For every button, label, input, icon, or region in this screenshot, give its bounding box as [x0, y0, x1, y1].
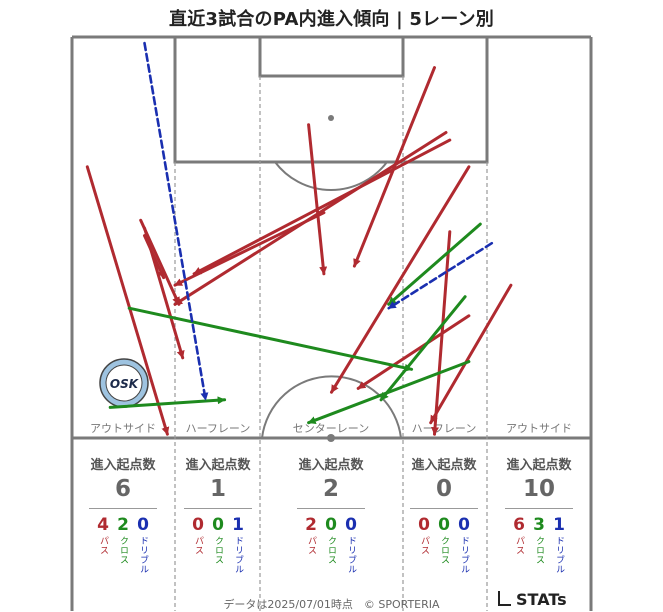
pass-arrow	[192, 138, 452, 276]
cross-label: クロス	[213, 536, 223, 565]
lane-label-right-halfspace: ハーフレーン	[412, 422, 477, 435]
cross-count: 0 クロス	[325, 515, 337, 565]
pass-label: パス	[514, 536, 524, 555]
pass-arrow	[143, 226, 185, 360]
pass-arrow	[431, 230, 452, 436]
brand-mark-icon	[498, 591, 511, 606]
lane-total: 6	[114, 476, 131, 502]
pass-arrow	[173, 131, 448, 306]
pass-count: 2 パス	[305, 515, 317, 555]
goal-area	[258, 35, 405, 78]
penalty-spot	[328, 115, 334, 121]
dribble-label: ドリブル	[138, 536, 148, 574]
cross-arrow	[379, 295, 467, 402]
cross-label: クロス	[439, 536, 449, 565]
svg-text:OSK: OSK	[110, 377, 140, 391]
pitch-lines	[70, 35, 593, 611]
dribble-arrow	[143, 41, 209, 402]
dribble-label: ドリブル	[459, 536, 469, 574]
lane-divider-rule	[505, 508, 573, 509]
lane-stat-header: 進入起点数	[411, 458, 477, 473]
pass-count: 0 パス	[192, 515, 204, 555]
pass-label: パス	[98, 536, 108, 555]
dribble-arrow	[387, 241, 494, 310]
lane-divider-rule	[410, 508, 478, 509]
cross-count: 2 クロス	[117, 515, 129, 565]
cross-arrow	[127, 306, 414, 372]
chart-title: 直近3試合のPA内進入傾向 | 5レーン別	[169, 9, 494, 30]
penalty-area	[173, 35, 489, 164]
dribble-count: 0 ドリブル	[345, 515, 357, 574]
lane-total: 10	[522, 476, 555, 502]
lane-total: 1	[209, 476, 226, 502]
cross-label: クロス	[118, 536, 128, 565]
cross-count: 3 クロス	[533, 515, 545, 565]
pass-label: パス	[306, 536, 316, 555]
cross-label: クロス	[326, 536, 336, 565]
dribble-count: 1 ドリブル	[553, 515, 565, 574]
lane-stat-header: 進入起点数	[90, 458, 156, 473]
pass-count: 6 パス	[513, 515, 525, 555]
lane-label-left-halfspace: ハーフレーン	[186, 422, 251, 435]
lane-divider-rule	[297, 508, 365, 509]
pass-label: パス	[193, 536, 203, 555]
pass-arrow	[356, 314, 471, 390]
center-spot	[327, 434, 335, 442]
penalty-arc	[274, 161, 388, 191]
dribble-count: 1 ドリブル	[232, 515, 244, 574]
cross-arrow	[387, 222, 482, 306]
stats-brand-logo: STATs	[498, 590, 567, 609]
lane-stat-header: 進入起点数	[298, 458, 364, 473]
pass-count: 4 パス	[97, 515, 109, 555]
lane-total: 2	[322, 476, 339, 502]
cross-count: 0 クロス	[212, 515, 224, 565]
lane-label-left-outside: アウトサイド	[90, 422, 156, 435]
data-footnote: データは2025/07/01時点 © SPORTERIA	[223, 598, 440, 611]
pass-arrow	[307, 123, 328, 276]
dribble-count: 0 ドリブル	[137, 515, 149, 574]
lane-stat-header: 進入起点数	[506, 458, 572, 473]
dribble-count: 0 ドリブル	[458, 515, 470, 574]
pass-arrow	[85, 165, 170, 436]
lane-divider-rule	[184, 508, 252, 509]
pass-arrow	[330, 165, 471, 394]
lane-divider-rule	[89, 508, 157, 509]
lane-total: 0	[435, 476, 452, 502]
club-logo: OSK	[99, 358, 149, 408]
center-circle	[261, 375, 402, 439]
cross-count: 0 クロス	[438, 515, 450, 565]
lane-label-right-outside: アウトサイド	[506, 422, 572, 435]
entry-arrows	[85, 41, 513, 436]
pass-count: 0 パス	[418, 515, 430, 555]
lane-stat-header: 進入起点数	[185, 458, 251, 473]
cross-label: クロス	[534, 536, 544, 565]
dribble-label: ドリブル	[233, 536, 243, 574]
pass-label: パス	[419, 536, 429, 555]
dribble-label: ドリブル	[346, 536, 356, 574]
cross-arrow	[108, 396, 227, 409]
dribble-label: ドリブル	[554, 536, 564, 574]
pass-arrow	[429, 283, 513, 425]
lane-label-center: センターレーン	[293, 422, 369, 435]
